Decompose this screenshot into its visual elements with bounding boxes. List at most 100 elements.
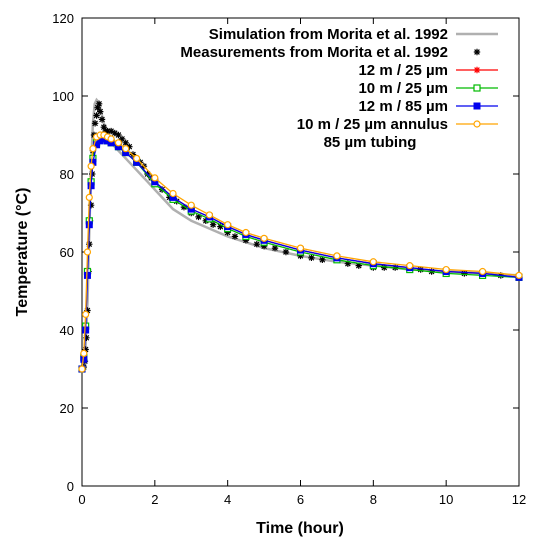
legend-label: Measurements from Morita et al. 1992 [180, 44, 448, 61]
series-0 [80, 97, 520, 370]
data-point [205, 211, 214, 219]
x-axis-title: Time (hour) [256, 520, 344, 537]
data-point [381, 264, 388, 271]
x-tick-label: 0 [78, 492, 85, 507]
data-point [151, 174, 159, 182]
data-point [461, 270, 468, 277]
y-tick-label: 40 [60, 323, 74, 338]
y-tick-label: 20 [60, 401, 74, 416]
y-tick-label: 100 [52, 89, 74, 104]
data-point [253, 241, 260, 248]
data-point [83, 334, 90, 341]
data-point [333, 252, 341, 260]
data-point [417, 266, 424, 273]
series-layer [78, 97, 523, 373]
data-point [224, 229, 231, 236]
data-point [478, 267, 487, 276]
data-point [296, 244, 305, 252]
legend-extra-label: 85 µm tubing [324, 134, 417, 151]
data-point [442, 265, 450, 274]
data-point [308, 254, 315, 262]
legend-label: 10 m / 25 µm annulus [297, 116, 448, 133]
data-point [107, 127, 115, 135]
data-point [355, 262, 362, 269]
data-point [122, 139, 129, 146]
data-point [82, 326, 90, 334]
data-point [406, 262, 414, 270]
data-point [224, 221, 232, 229]
data-point [209, 221, 217, 228]
y-tick-label: 120 [52, 11, 74, 26]
data-point [122, 145, 130, 153]
data-point [169, 189, 177, 198]
y-tick-label: 60 [60, 245, 74, 260]
data-point [93, 112, 100, 119]
data-point [94, 104, 101, 111]
data-point [85, 193, 93, 201]
legend-label: 12 m / 25 µm [358, 62, 448, 79]
x-tick-label: 4 [224, 492, 231, 507]
data-point [515, 271, 523, 279]
data-point [85, 221, 93, 229]
data-point [86, 241, 93, 248]
data-point [115, 131, 122, 139]
data-point [87, 202, 95, 209]
legend-sample-marker [473, 48, 481, 56]
data-point [242, 228, 250, 237]
legend-sample-marker [473, 102, 481, 110]
x-tick-label: 8 [370, 492, 377, 507]
data-point [83, 248, 92, 256]
data-point [98, 116, 106, 123]
data-point [104, 127, 111, 135]
data-point [282, 248, 290, 256]
data-point [260, 242, 268, 250]
data-point [87, 162, 95, 170]
data-point [114, 139, 123, 147]
legend-label: Simulation from Morita et al. 1992 [209, 26, 448, 43]
data-point [297, 252, 304, 260]
data-point [344, 260, 352, 267]
legend-label: 12 m / 85 µm [358, 98, 448, 115]
legend-sample-marker [473, 66, 481, 74]
data-point [126, 143, 133, 150]
data-point [97, 108, 104, 115]
data-point [91, 120, 99, 127]
series-1 [78, 100, 523, 373]
data-point [369, 258, 377, 266]
y-tick-label: 0 [67, 479, 74, 494]
data-point [107, 135, 115, 143]
data-point [166, 194, 173, 201]
data-point [217, 223, 224, 230]
y-axis-title: Temperature (°C) [14, 188, 31, 317]
x-tick-label: 2 [151, 492, 158, 507]
x-tick-label: 12 [512, 492, 526, 507]
data-point [202, 217, 210, 224]
legend-sample-marker [473, 84, 481, 92]
data-point [242, 237, 250, 244]
data-point [89, 145, 97, 153]
legend-sample-marker [473, 120, 481, 128]
data-point [187, 201, 195, 209]
legend: Simulation from Morita et al. 1992Measur… [180, 26, 498, 151]
data-point [231, 233, 239, 240]
series-5 [78, 131, 523, 373]
data-point [95, 100, 103, 107]
legend-label: 10 m / 25 µm [358, 80, 448, 97]
data-point [260, 234, 268, 242]
data-point [111, 129, 118, 137]
data-point [84, 307, 91, 314]
data-point [118, 135, 126, 143]
data-point [180, 203, 188, 211]
series-line [80, 97, 520, 370]
data-point [82, 346, 89, 353]
data-point [271, 244, 279, 252]
data-point [80, 349, 88, 357]
data-point [100, 124, 108, 131]
data-point [195, 213, 202, 221]
x-tick-label: 10 [439, 492, 453, 507]
data-point [78, 365, 86, 373]
data-point [133, 154, 141, 162]
data-point [82, 310, 90, 318]
